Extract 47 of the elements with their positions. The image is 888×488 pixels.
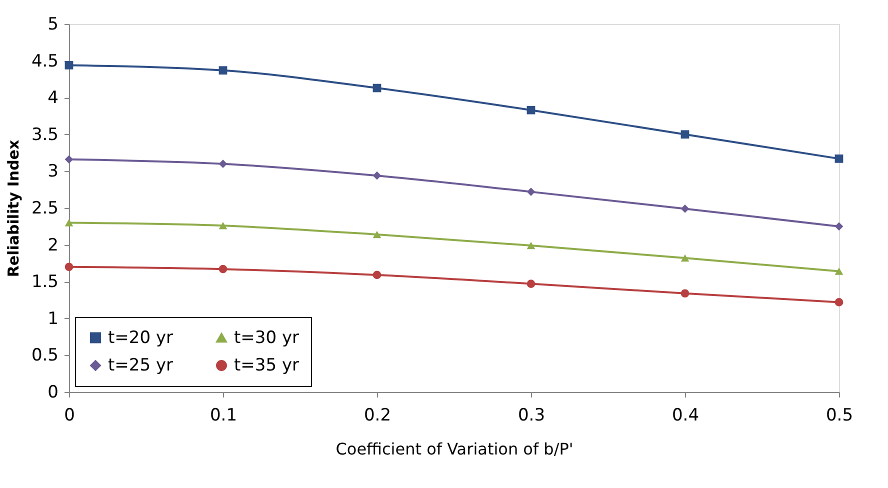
legend-label: t=30 yr — [234, 328, 300, 348]
point — [372, 171, 382, 180]
point — [834, 298, 844, 306]
y-tick-label: 3.5 — [31, 124, 58, 145]
x-tick-label: 0 — [64, 406, 75, 426]
x-tick-label: 0.3 — [518, 406, 546, 426]
point — [218, 264, 228, 274]
point — [218, 222, 228, 230]
x-tick-label: 0.1 — [210, 406, 238, 426]
x-tick-label: 0.4 — [672, 406, 700, 426]
point — [834, 154, 844, 163]
y-tick-label: 5 — [48, 14, 58, 34]
x-tick-label: 0.5 — [826, 406, 854, 426]
y-tick-label: 2 — [48, 235, 58, 256]
point — [64, 219, 74, 226]
y-tick-label: 1.5 — [31, 272, 58, 292]
point — [372, 270, 382, 280]
point — [680, 204, 690, 213]
point — [372, 84, 382, 92]
point — [526, 242, 536, 250]
legend-label: t=25 yr — [108, 356, 174, 376]
y-tick-label: 0.5 — [31, 346, 58, 366]
point — [218, 160, 228, 168]
point — [526, 106, 536, 114]
y-tick-label: 2.5 — [31, 198, 58, 218]
legend-label: t=20 yr — [108, 328, 174, 348]
x-tick-label: 0.2 — [364, 406, 392, 426]
point — [834, 268, 844, 275]
point — [372, 230, 382, 238]
point — [64, 61, 74, 70]
legend-label: t=35 yr — [234, 356, 300, 376]
y-tick-label: 4 — [48, 88, 58, 108]
point — [680, 289, 690, 298]
point — [526, 280, 536, 288]
point — [218, 66, 228, 75]
y-tick-label: 0 — [48, 382, 58, 402]
point — [526, 188, 536, 196]
y-tick-label: 1 — [48, 308, 58, 329]
point — [680, 254, 690, 262]
point — [64, 262, 74, 272]
point — [680, 130, 690, 139]
y-tick-label: 4.5 — [31, 51, 58, 72]
x-axis-title: Coefficient of Variation of b/P' — [336, 440, 574, 458]
y-axis-title: Reliability Index — [4, 140, 22, 278]
point — [64, 155, 74, 164]
point — [834, 222, 844, 231]
y-tick-label: 3 — [48, 162, 58, 182]
